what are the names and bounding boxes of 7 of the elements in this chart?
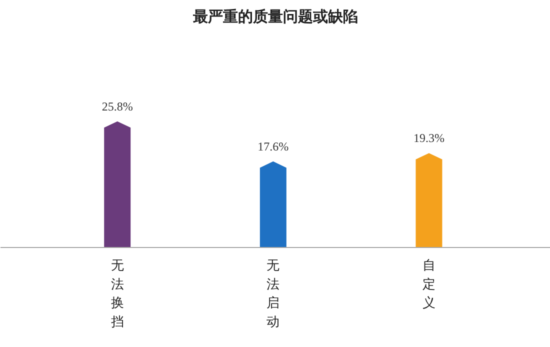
x-tick-label: 无法换挡 — [110, 258, 124, 330]
x-tick-label: 自定义 — [422, 258, 436, 311]
data-label: 25.8% — [102, 99, 133, 114]
chart-title: 最严重的质量问题或缺陷 — [192, 8, 358, 26]
data-label: 17.6% — [258, 139, 289, 154]
data-label: 19.3% — [413, 131, 444, 146]
x-tick-label: 无法启动 — [266, 258, 280, 330]
